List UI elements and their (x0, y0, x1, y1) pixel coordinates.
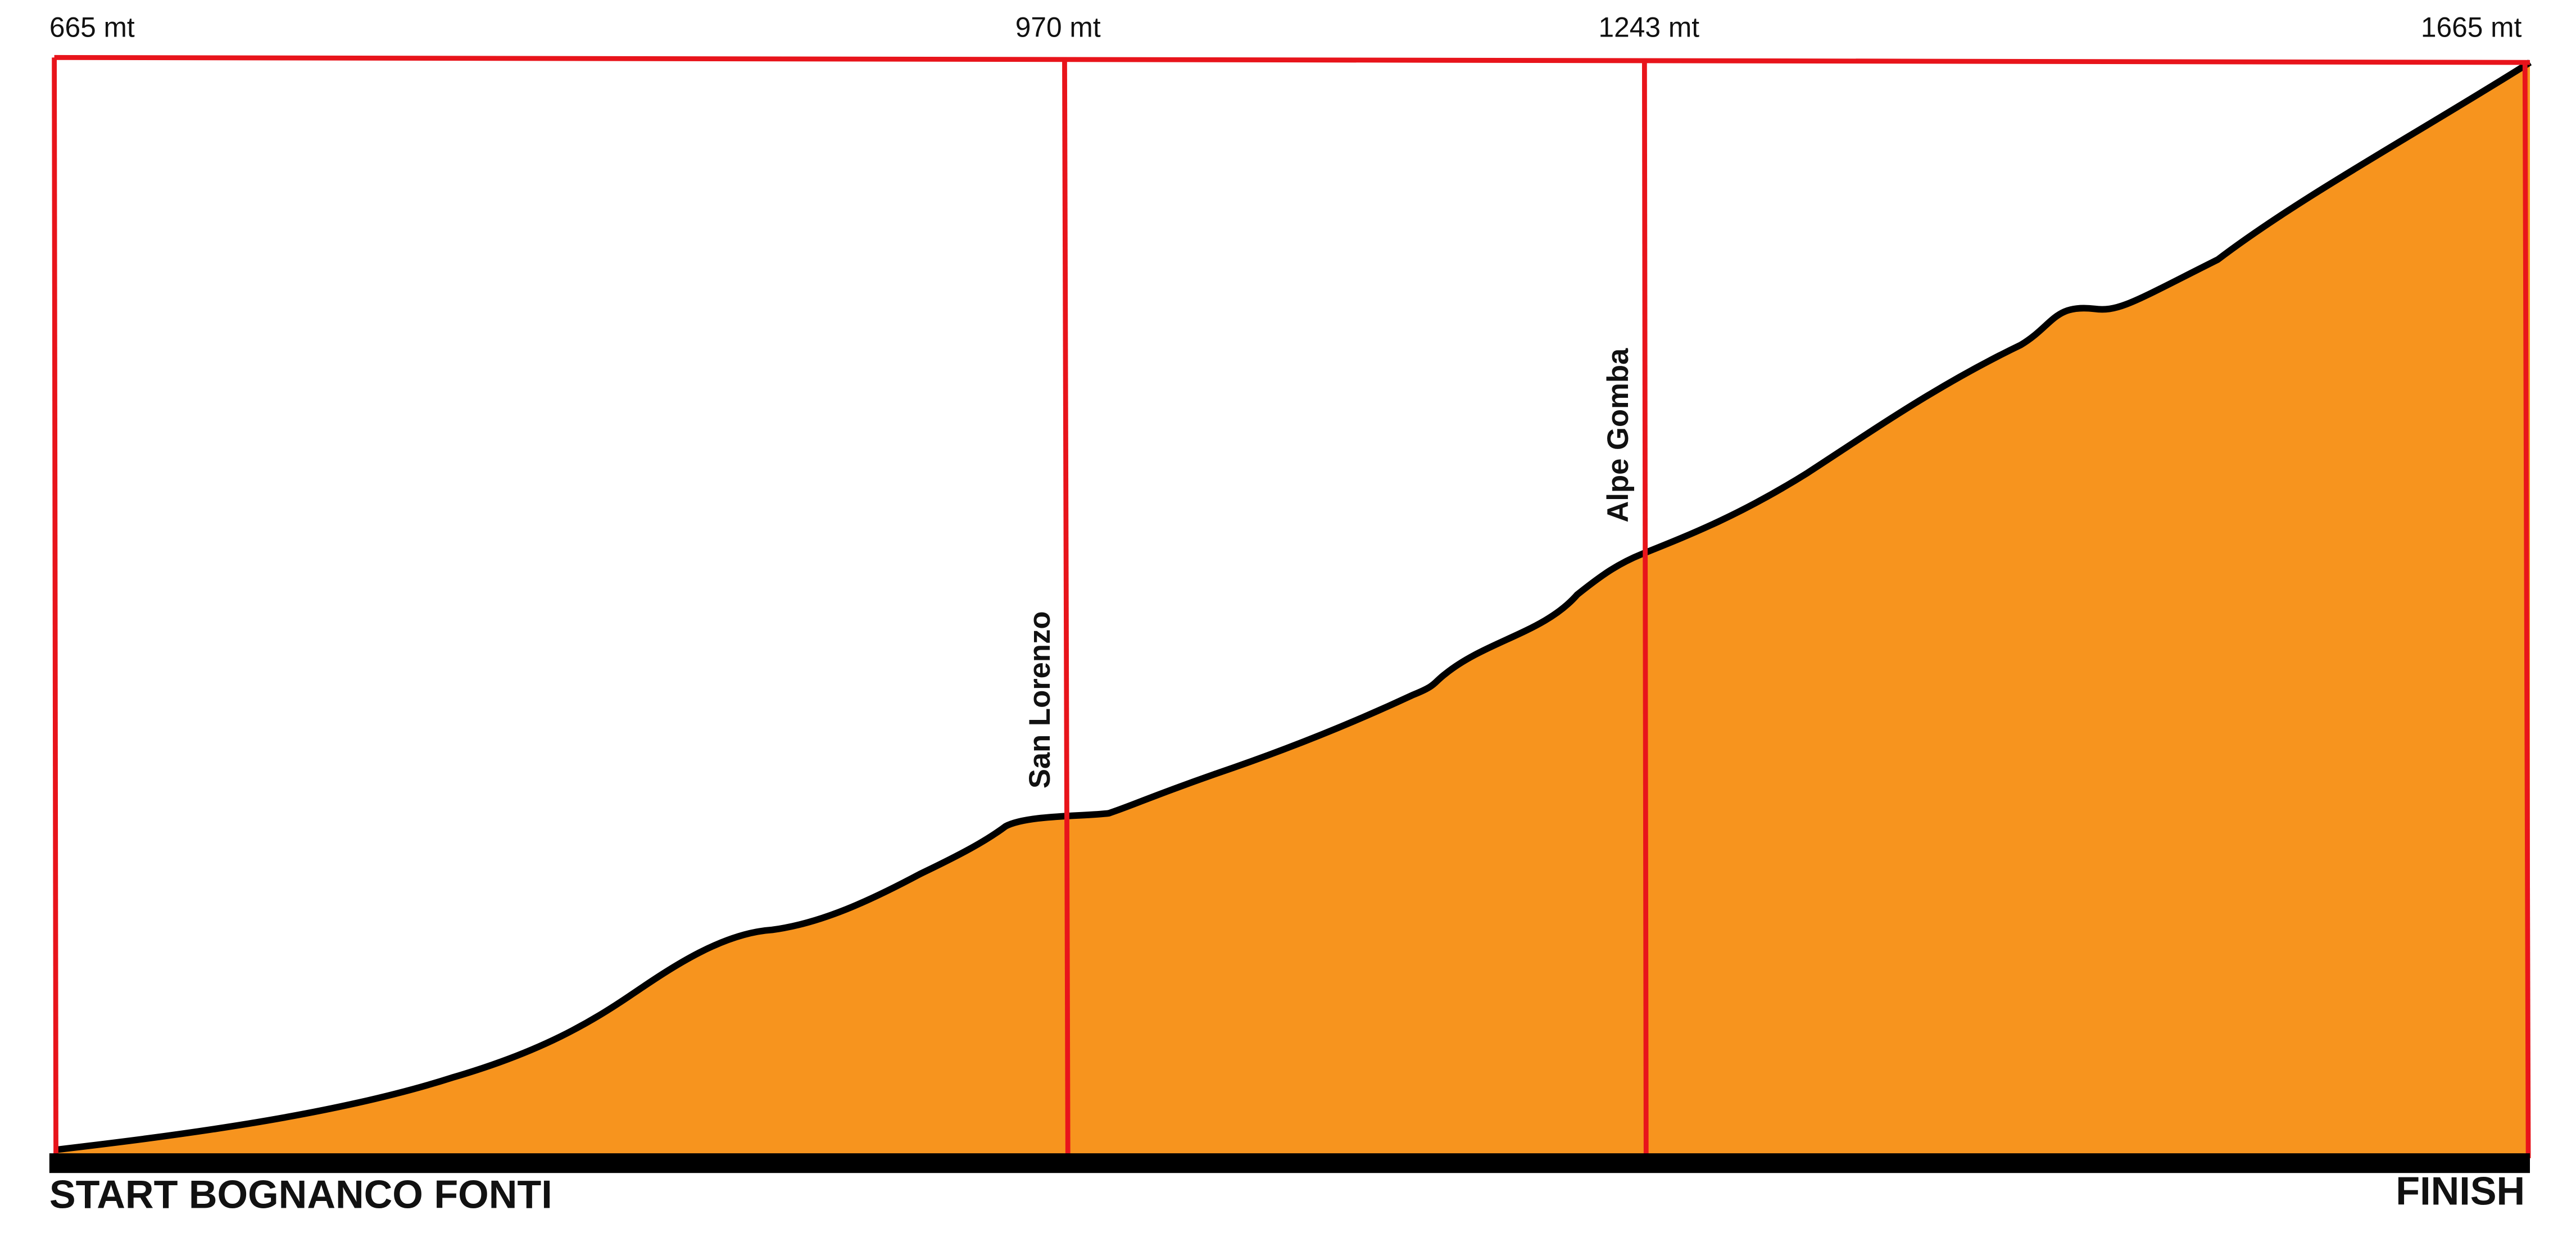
elevation-label: 1243 mt (1598, 12, 1699, 43)
start-label: START BOGNANCO FONTI (49, 1172, 552, 1217)
finish-label: FINISH (2396, 1169, 2525, 1213)
profile-line (53, 60, 2532, 1154)
top-line (54, 55, 2530, 65)
marker-line (2522, 62, 2531, 1158)
marker-lines (52, 55, 2531, 1158)
elevation-label: 970 mt (1015, 12, 1101, 43)
baseline-bar (49, 1153, 2530, 1173)
waypoint-label: San Lorenzo (1023, 611, 1056, 788)
elevation-label: 1665 mt (2421, 12, 2522, 43)
profile-area (54, 62, 2530, 1158)
marker-line (1641, 61, 1649, 1158)
marker-line (52, 57, 58, 1158)
waypoint-label: Alpe Gomba (1602, 348, 1635, 523)
elevation-label: 665 mt (49, 12, 135, 43)
marker-line (1062, 59, 1071, 1158)
